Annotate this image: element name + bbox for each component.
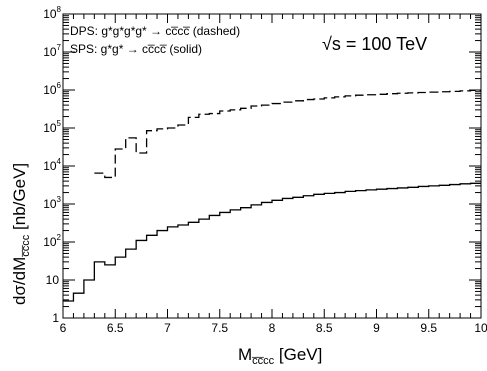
y-tick-label: 102 [43,233,61,249]
energy-annotation: √s = 100 TeV [322,34,427,54]
y-axis-title: dσ/dMc̅c̅cc [nb/GeV] [10,163,32,305]
y-tick-label: 107 [43,43,61,59]
axis-ticks [62,14,482,319]
x-axis-title-main: M [238,345,252,364]
x-tick-labels: 6 6.5 7 7.5 8 8.5 9 9.5 10 [60,321,487,335]
y-tick-label: 108 [43,5,61,21]
x-axis-title: Mc̅c̅cc [GeV] [238,345,322,367]
x-tick-label: 9.5 [420,321,437,335]
x-tick-label: 6 [60,321,67,335]
y-tick-label: 1 [52,311,59,325]
y-tick-labels: 1 10 102 103 104 105 106 107 108 [43,5,61,325]
y-tick-label: 104 [43,157,61,173]
x-tick-label: 8 [269,321,276,335]
y-tick-label: 105 [43,119,61,135]
x-tick-label: 8.5 [316,321,333,335]
series-layer [63,89,481,302]
svg-text:Mc̅c̅cc [GeV]: Mc̅c̅cc [GeV] [238,345,322,367]
legend-sps: SPS: g*g* → cc̅cc̅ (solid) [70,42,202,56]
legend-dps: DPS: g*g*g*g* → cc̅cc̅ (dashed) [70,24,240,38]
y-tick-label: 10 [46,273,60,287]
sps-series-line [63,182,481,302]
plot-frame [62,13,482,319]
y-axis-title-main: dσ/dM [10,257,29,305]
dps-series-line [94,89,481,179]
x-tick-label: 7.5 [211,321,228,335]
y-tick-label: 106 [43,81,61,97]
x-tick-label: 9 [373,321,380,335]
x-axis-title-sub: c̅c̅cc [251,355,275,367]
x-axis-title-unit: [GeV] [279,345,322,364]
x-tick-label: 7 [164,321,171,335]
svg-text:dσ/dMc̅c̅cc [nb/GeV]: dσ/dMc̅c̅cc [nb/GeV] [10,163,32,305]
y-tick-label: 103 [43,195,61,211]
x-tick-label: 6.5 [107,321,124,335]
y-axis-title-sub: c̅c̅cc [20,234,32,258]
y-axis-title-unit: [nb/GeV] [10,163,29,230]
x-tick-label: 10 [474,321,487,335]
